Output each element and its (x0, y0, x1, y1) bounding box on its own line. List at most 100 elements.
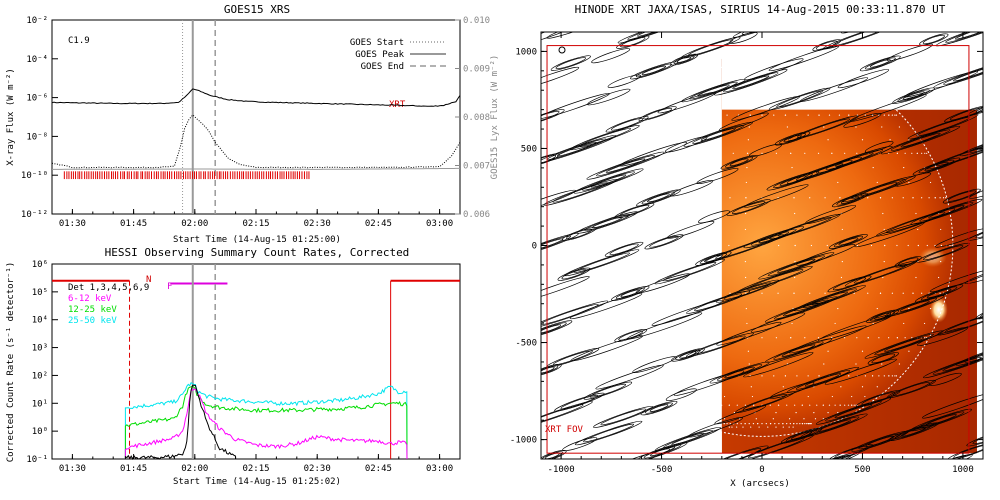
grid-dot (748, 363, 750, 365)
hessi-plot-frame (51, 263, 461, 460)
hessi-contour (552, 182, 609, 203)
grid-dot (728, 404, 730, 406)
hessi-series-det-1-3-4-5-6-9 (124, 384, 237, 461)
grid-dot (765, 423, 767, 425)
grid-dot (853, 292, 855, 294)
grid-dot (658, 181, 660, 184)
hinode-ytick-label-3: 500 (521, 144, 537, 154)
grid-dot (844, 85, 846, 87)
grid-dot (697, 71, 699, 73)
grid-dot (611, 337, 613, 339)
grid-dot (601, 337, 603, 339)
hessi-contour (797, 118, 850, 138)
grid-dot (894, 375, 896, 377)
hessi-contour (720, 155, 758, 170)
hessi-ytick-label-4: 10³ (32, 344, 48, 354)
grid-dot (803, 71, 805, 73)
grid-dot (777, 404, 780, 406)
hessi-contour (673, 55, 695, 65)
grid-dot (753, 85, 755, 87)
xrt-obs-ticks (63, 171, 310, 180)
grid-dot (792, 63, 794, 65)
grid-dot (786, 423, 788, 425)
hessi-contour (541, 451, 564, 459)
grid-dot (827, 77, 829, 79)
grid-dot (736, 66, 738, 68)
hessi-contour (541, 363, 562, 377)
hessi-contour (716, 448, 762, 459)
hessi-contour (864, 330, 944, 359)
hessi-contour (698, 210, 730, 224)
goes-ytick-label-5: 10⁻² (26, 16, 48, 26)
grid-dot (761, 114, 763, 116)
grid-dot (784, 375, 787, 377)
grid-dot (949, 244, 951, 247)
hessi-xtick-label-5: 02:45 (365, 464, 392, 474)
hinode-ytick-label-2: 0 (532, 242, 537, 252)
grid-dot (653, 276, 655, 279)
hessi-contour (869, 59, 891, 68)
hessi-contour (910, 198, 983, 225)
hessi-contour (595, 364, 664, 390)
hessi-contour (541, 401, 593, 429)
grid-dot (891, 292, 893, 294)
grid-dot (881, 126, 883, 128)
grid-dot (669, 292, 671, 294)
grid-dot (697, 418, 699, 420)
grid-dot (804, 337, 806, 339)
grid-dot (715, 412, 717, 414)
grid-dot (822, 404, 824, 406)
grid-dot (809, 423, 811, 425)
hessi-contour (572, 461, 627, 484)
grid-dot (872, 322, 874, 325)
hessi-contour (718, 112, 769, 132)
grid-dot (716, 66, 718, 68)
hessi-contour (843, 112, 882, 128)
grid-dot (891, 114, 893, 116)
hessi-contour (778, 217, 832, 237)
hessi-contour (636, 189, 681, 207)
grid-dot (939, 197, 941, 199)
grid-dot (671, 139, 673, 141)
hessi-contour (557, 267, 591, 281)
hessi-xtick-label-2: 02:00 (181, 464, 208, 474)
grid-dot (810, 66, 812, 68)
grid-dot (706, 404, 708, 406)
goes-ytick-right-label-1: 0.009 (463, 65, 490, 75)
grid-dot (729, 292, 731, 294)
grid-dot (591, 166, 593, 169)
grid-dot (736, 426, 738, 428)
grid-dot (777, 197, 779, 199)
grid-dot (824, 292, 826, 294)
grid-dot (688, 77, 690, 79)
hessi-contour (975, 95, 983, 113)
hessi-contour (629, 61, 678, 80)
hinode-xtick-label-2: 0 (759, 465, 764, 475)
hessi-contour (781, 344, 816, 357)
grid-dot (921, 197, 923, 199)
hinode-xtick-label-1: -500 (651, 465, 673, 475)
hinode-xrt-panel: HINODE XRT JAXA/ISAS, SIRIUS 14-Aug-2015… (510, 3, 984, 489)
hessi-contour (596, 155, 655, 177)
grid-dot (662, 395, 664, 398)
grid-dot (723, 71, 726, 73)
hessi-contour (854, 221, 925, 248)
hessi-contour (859, 55, 901, 72)
grid-dot (729, 423, 731, 425)
hessi-legend-label-0: Det 1,3,4,5,6,9 (68, 283, 149, 293)
grid-dot (631, 375, 633, 377)
hessi-contour (723, 72, 779, 93)
grid-dot (788, 71, 791, 73)
hessi-contour (586, 151, 665, 180)
grid-dot (618, 152, 620, 154)
hessi-contour (864, 57, 896, 70)
grid-dot (729, 197, 731, 199)
grid-dot (742, 426, 744, 428)
grid-dot (723, 395, 726, 398)
grid-dot (579, 197, 582, 199)
hessi-contour (645, 402, 673, 414)
grid-dot (861, 139, 864, 141)
goes-ytick-label-1: 10⁻¹⁰ (21, 171, 48, 181)
goes-xtick-label-6: 03:00 (426, 219, 453, 229)
grid-dot (579, 292, 582, 294)
